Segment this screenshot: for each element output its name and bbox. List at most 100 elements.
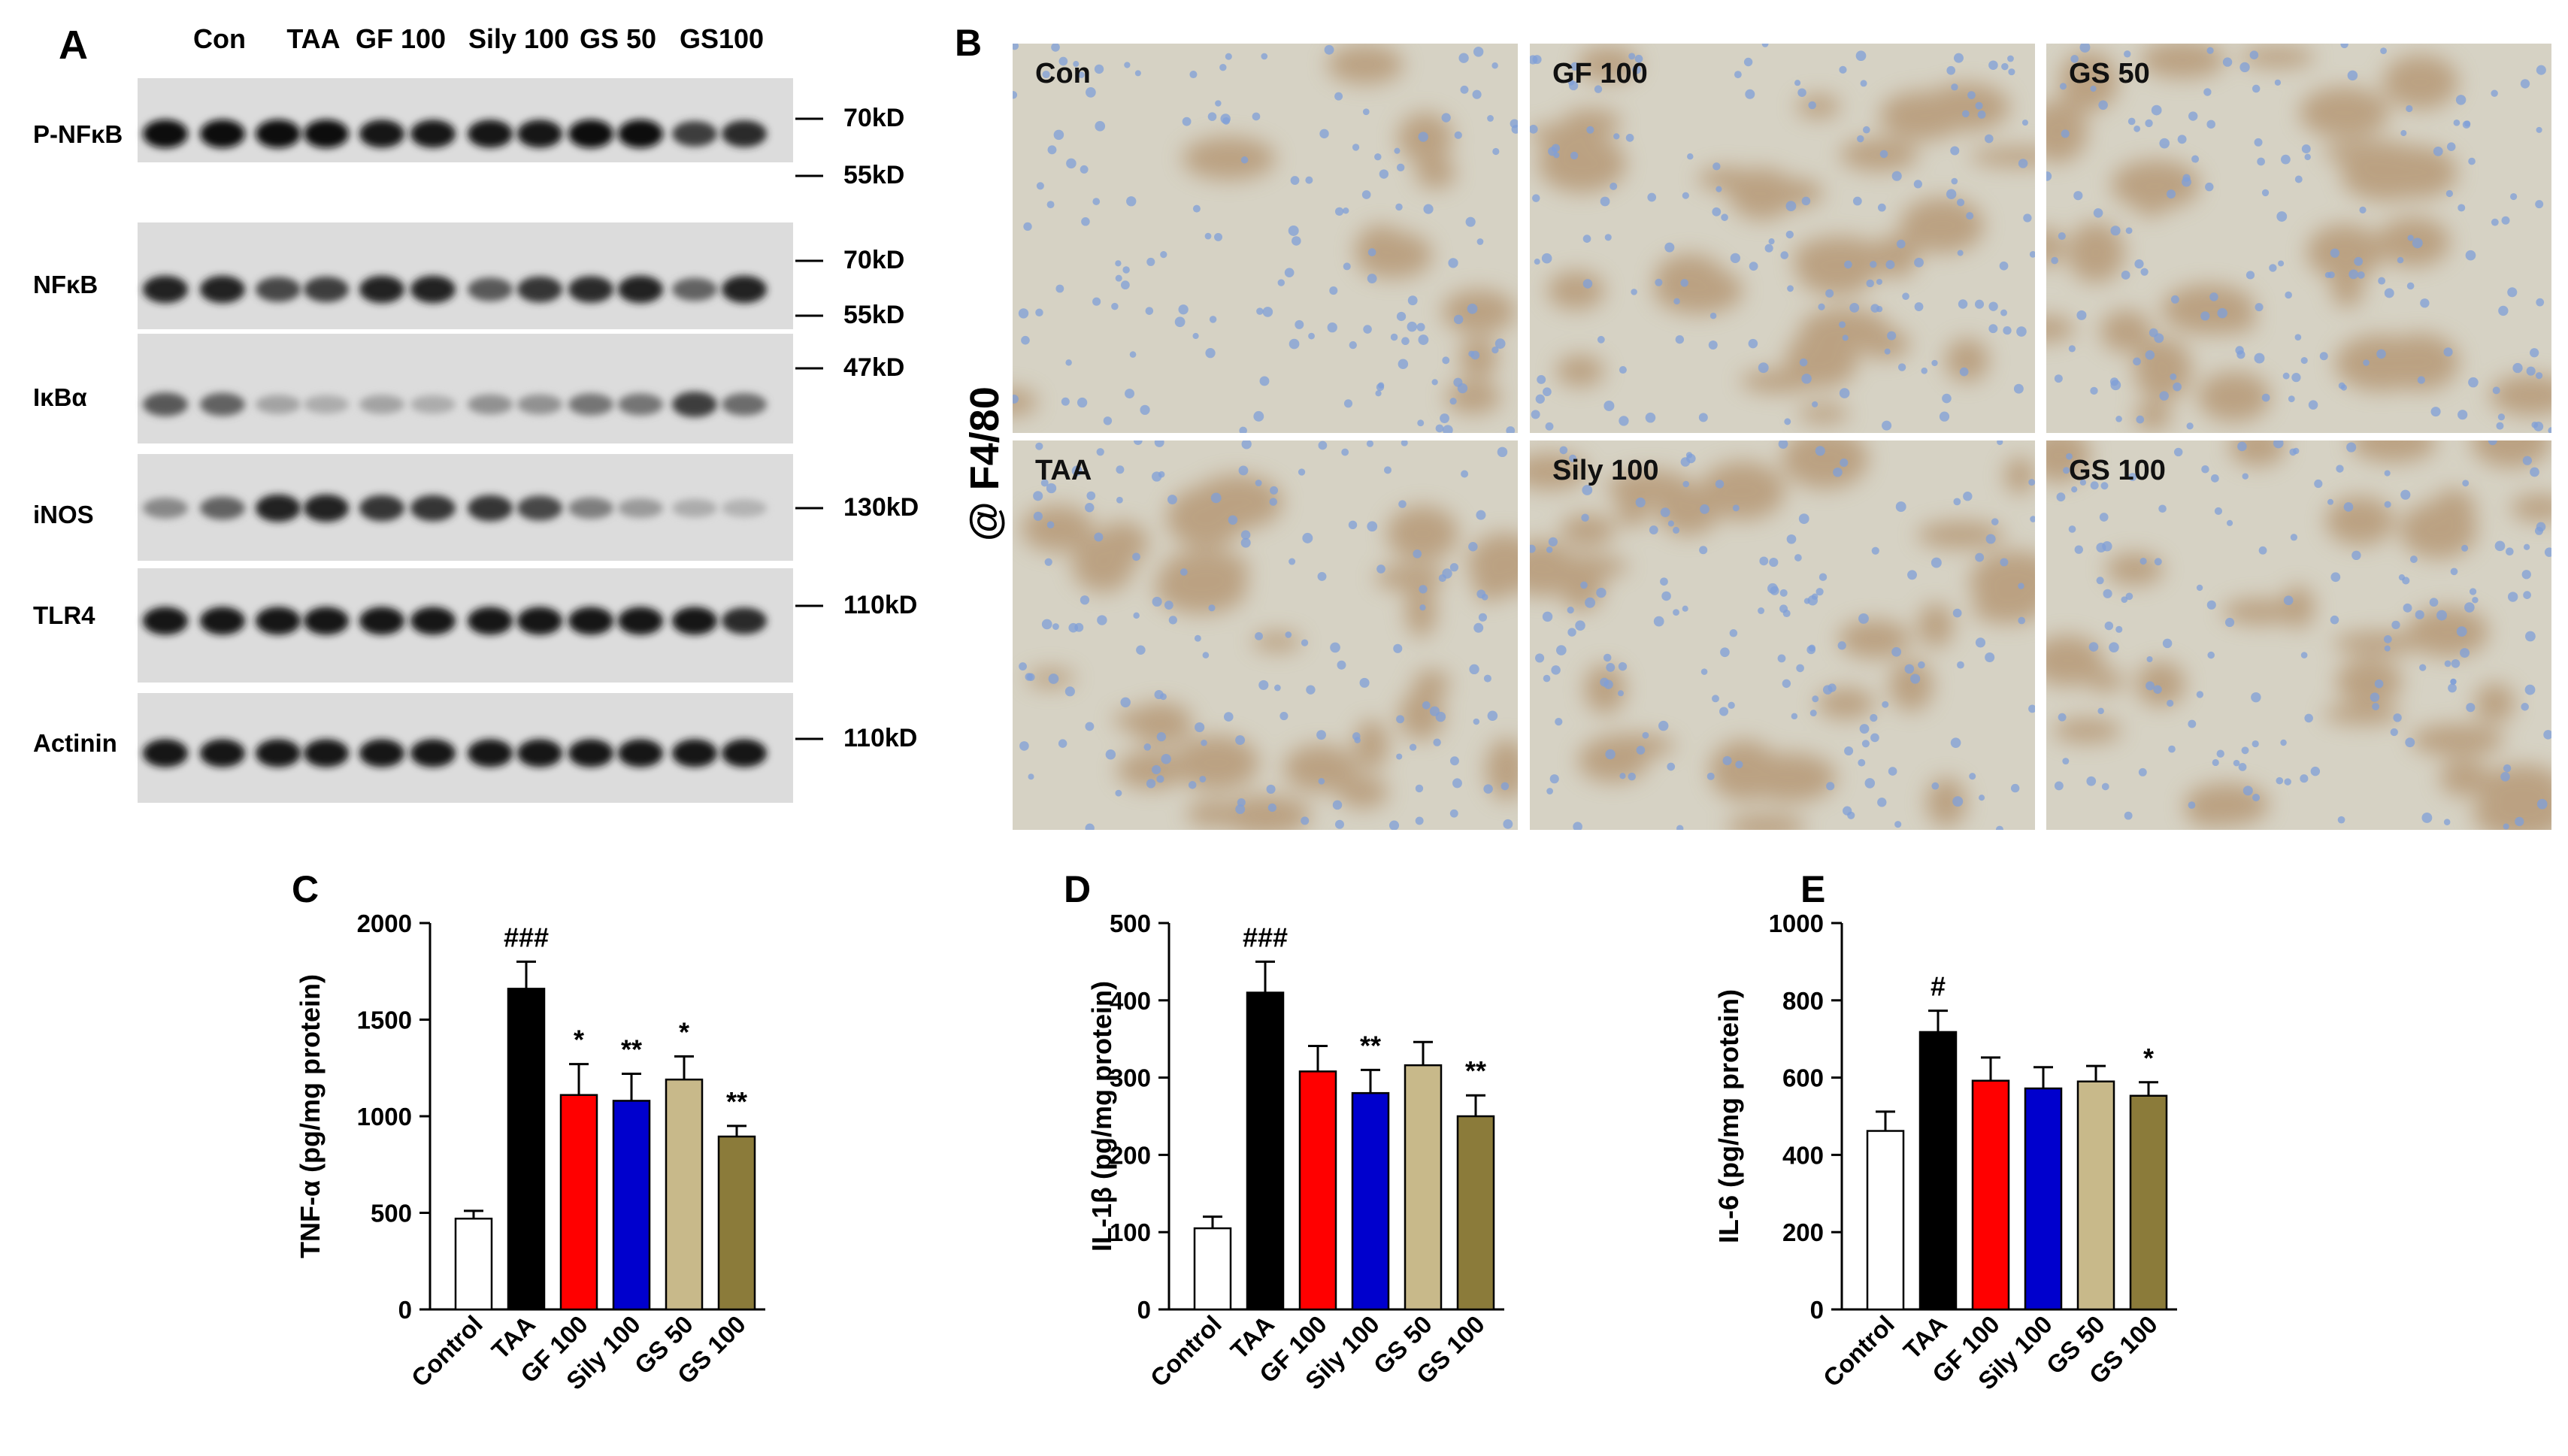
nucleus xyxy=(2206,120,2215,129)
nucleus xyxy=(1298,468,1306,476)
nucleus xyxy=(2464,602,2475,613)
nucleus xyxy=(1086,491,1096,501)
nucleus xyxy=(1413,549,1422,558)
nucleus xyxy=(1653,616,1664,627)
y-tick-label: 1000 xyxy=(1769,910,1824,937)
stain-region xyxy=(1013,388,1038,416)
nucleus xyxy=(1240,537,1251,548)
nucleus xyxy=(1125,389,1134,399)
nucleus xyxy=(1730,253,1740,264)
nucleus xyxy=(1840,458,1849,468)
nucleus xyxy=(1682,480,1690,488)
nucleus xyxy=(2216,749,2224,758)
nucleus xyxy=(1235,804,1246,815)
nucleus xyxy=(2206,600,2216,610)
blot-band xyxy=(672,498,717,518)
nucleus xyxy=(1939,411,1950,422)
nucleus xyxy=(1914,302,1924,311)
nucleus xyxy=(1749,262,1758,271)
nucleus xyxy=(2405,737,2415,748)
blot-band xyxy=(200,392,245,416)
nucleus xyxy=(1027,673,1035,682)
y-tick-label: 1000 xyxy=(357,1103,412,1131)
nucleus xyxy=(1255,631,1263,640)
nucleus xyxy=(1913,180,1922,189)
nucleus xyxy=(1316,730,1326,740)
nucleus xyxy=(2301,144,2311,154)
blot-label: P-NFκB xyxy=(33,120,123,148)
nucleus xyxy=(1318,778,1325,785)
nucleus xyxy=(2121,596,2128,604)
nucleus xyxy=(1680,279,1688,287)
nucleus xyxy=(1376,383,1385,392)
nucleus xyxy=(1085,503,1095,513)
nucleus xyxy=(1567,628,1576,637)
nucleus xyxy=(1390,333,1398,341)
nucleus xyxy=(1435,424,1444,433)
nucleus xyxy=(1582,485,1593,495)
nucleus xyxy=(2061,129,2070,138)
nucleus xyxy=(1129,351,1137,358)
blot-band xyxy=(359,607,404,635)
nucleus xyxy=(1942,393,1952,404)
nucleus xyxy=(1210,492,1222,504)
stain-region xyxy=(1838,619,1911,659)
nucleus xyxy=(1870,713,1878,722)
nucleus xyxy=(1907,570,1917,580)
nucleus xyxy=(1305,176,1313,184)
nucleus xyxy=(1401,440,1408,446)
nucleus xyxy=(2058,713,2067,722)
bar xyxy=(1971,1079,2010,1311)
nucleus xyxy=(1822,685,1833,695)
nucleus xyxy=(1985,534,1996,544)
tile-label: TAA xyxy=(1035,455,1092,486)
nucleus xyxy=(1952,608,1962,618)
nucleus xyxy=(1661,591,1671,601)
stain-region xyxy=(1816,688,1875,719)
nucleus xyxy=(2274,79,2282,86)
nucleus xyxy=(2294,334,2302,341)
y-tick-label: 300 xyxy=(1110,1064,1151,1092)
nucleus xyxy=(1535,394,1545,404)
nucleus xyxy=(1136,645,1146,655)
nucleus xyxy=(2300,774,2309,783)
nucleus xyxy=(1649,525,1658,534)
nucleus xyxy=(2276,211,2288,222)
nucleus xyxy=(1975,637,1986,648)
nucleus xyxy=(1053,129,1064,141)
nucleus xyxy=(1556,645,1567,655)
nucleus xyxy=(2507,287,2518,298)
nucleus xyxy=(1628,53,1636,60)
nucleus xyxy=(2400,489,2411,500)
nucleus xyxy=(1818,573,1828,581)
blot-band xyxy=(304,395,349,414)
blot-strips: P-NFκB 70kD 55kD NFκB 70kD 55kD IκBα 47kD iNOS 13… xyxy=(33,78,919,803)
blot-band xyxy=(568,739,613,767)
nucleus xyxy=(1423,204,1434,214)
nucleus xyxy=(1559,446,1568,455)
nucleus xyxy=(1619,773,1626,779)
nucleus xyxy=(2488,440,2497,446)
nucleus xyxy=(1712,207,1722,216)
significance-mark: ** xyxy=(1360,1030,1381,1061)
nucleus xyxy=(1567,79,1575,86)
nucleus xyxy=(2127,117,2136,126)
nucleus xyxy=(2465,250,2476,261)
nucleus xyxy=(1301,639,1309,646)
nucleus xyxy=(1178,304,1189,315)
stain-region xyxy=(1926,777,1967,828)
nucleus xyxy=(1115,274,1122,282)
stain-region xyxy=(1113,710,1162,730)
nucleus xyxy=(2257,157,2265,166)
nucleus xyxy=(2536,298,2545,307)
nucleus xyxy=(1033,511,1043,521)
stain-region xyxy=(1355,232,1433,279)
nucleus xyxy=(2520,79,2530,89)
stain-region xyxy=(2134,401,2172,431)
nucleus xyxy=(2145,119,2153,128)
nucleus xyxy=(1676,825,1684,830)
nucleus xyxy=(1975,101,1983,110)
blot-band xyxy=(672,607,717,635)
stain-region xyxy=(2086,669,2125,692)
marker-label: 47kD xyxy=(843,353,904,382)
